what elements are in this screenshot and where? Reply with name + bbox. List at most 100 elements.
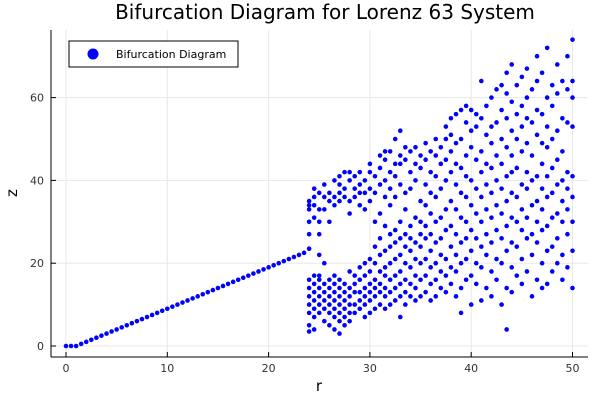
data-point — [418, 277, 423, 283]
data-point — [362, 285, 368, 291]
data-point — [235, 277, 241, 283]
data-point — [306, 219, 312, 225]
data-point — [509, 62, 515, 67]
data-point — [154, 310, 160, 316]
data-point — [347, 310, 352, 316]
data-point — [565, 207, 570, 212]
data-point — [316, 310, 322, 316]
data-point — [524, 215, 530, 220]
data-point — [337, 285, 342, 291]
data-point — [413, 144, 418, 150]
data-point — [413, 273, 418, 278]
data-point — [377, 182, 383, 187]
data-point — [387, 244, 393, 249]
data-point — [372, 219, 378, 225]
data-point — [327, 198, 332, 204]
data-point — [367, 298, 373, 303]
data-point — [322, 260, 327, 266]
data-point — [519, 124, 525, 129]
data-point — [256, 269, 261, 274]
data-point — [529, 153, 535, 158]
data-point — [357, 169, 363, 175]
data-point — [403, 207, 408, 212]
y-tick-label: 0 — [37, 340, 44, 353]
scatter-points — [63, 37, 575, 349]
data-point — [484, 103, 489, 109]
data-point — [347, 178, 352, 183]
data-point — [316, 219, 322, 225]
data-point — [418, 165, 423, 171]
data-point — [306, 198, 312, 204]
data-point — [372, 306, 378, 312]
data-point — [494, 153, 499, 158]
data-point — [134, 318, 140, 324]
data-point — [479, 244, 484, 249]
data-point — [458, 165, 464, 171]
data-point — [468, 107, 474, 113]
data-point — [352, 194, 358, 200]
data-point — [560, 219, 565, 225]
data-point — [418, 198, 423, 204]
data-point — [549, 165, 555, 171]
data-point — [448, 281, 454, 287]
data-point — [397, 281, 403, 287]
data-point — [403, 277, 408, 283]
data-point — [534, 107, 540, 113]
data-point — [261, 267, 266, 272]
data-point — [479, 298, 484, 303]
data-point — [549, 215, 555, 220]
data-point — [413, 256, 418, 262]
data-point — [286, 256, 292, 262]
data-point — [499, 186, 504, 191]
data-point — [458, 215, 464, 220]
data-point — [484, 182, 489, 187]
data-point — [504, 223, 509, 229]
data-point — [403, 190, 408, 196]
data-point — [139, 316, 145, 322]
data-point — [114, 327, 119, 332]
data-point — [423, 236, 428, 241]
data-point — [448, 169, 454, 175]
data-point — [423, 202, 428, 208]
data-point — [246, 273, 251, 278]
data-point — [438, 144, 444, 150]
data-point — [484, 231, 489, 237]
data-point — [322, 298, 327, 303]
data-point — [489, 95, 494, 100]
data-point — [484, 161, 489, 167]
data-point — [418, 260, 423, 266]
data-point — [337, 198, 342, 204]
data-point — [200, 291, 206, 297]
data-point — [397, 269, 403, 274]
data-point — [479, 116, 484, 121]
data-point — [342, 169, 347, 175]
data-point — [534, 78, 540, 84]
data-point — [514, 136, 520, 142]
data-point — [484, 132, 489, 138]
data-point — [438, 186, 444, 191]
data-point — [544, 194, 550, 200]
data-point — [423, 182, 428, 187]
data-point — [453, 269, 459, 274]
data-point — [387, 302, 393, 307]
data-point — [565, 265, 570, 270]
data-point — [484, 207, 489, 212]
data-point — [534, 240, 540, 245]
data-point — [489, 269, 494, 274]
data-point — [448, 132, 454, 138]
data-point — [423, 140, 428, 146]
data-point — [352, 281, 358, 287]
data-point — [322, 306, 327, 312]
data-point — [570, 194, 575, 200]
data-point — [387, 277, 393, 283]
data-point — [433, 219, 439, 225]
data-point — [529, 202, 535, 208]
data-point — [443, 273, 449, 278]
data-point — [392, 273, 398, 278]
data-point — [443, 207, 449, 212]
data-point — [560, 277, 565, 283]
data-point — [301, 250, 307, 256]
data-point — [438, 269, 444, 274]
data-point — [362, 294, 368, 299]
